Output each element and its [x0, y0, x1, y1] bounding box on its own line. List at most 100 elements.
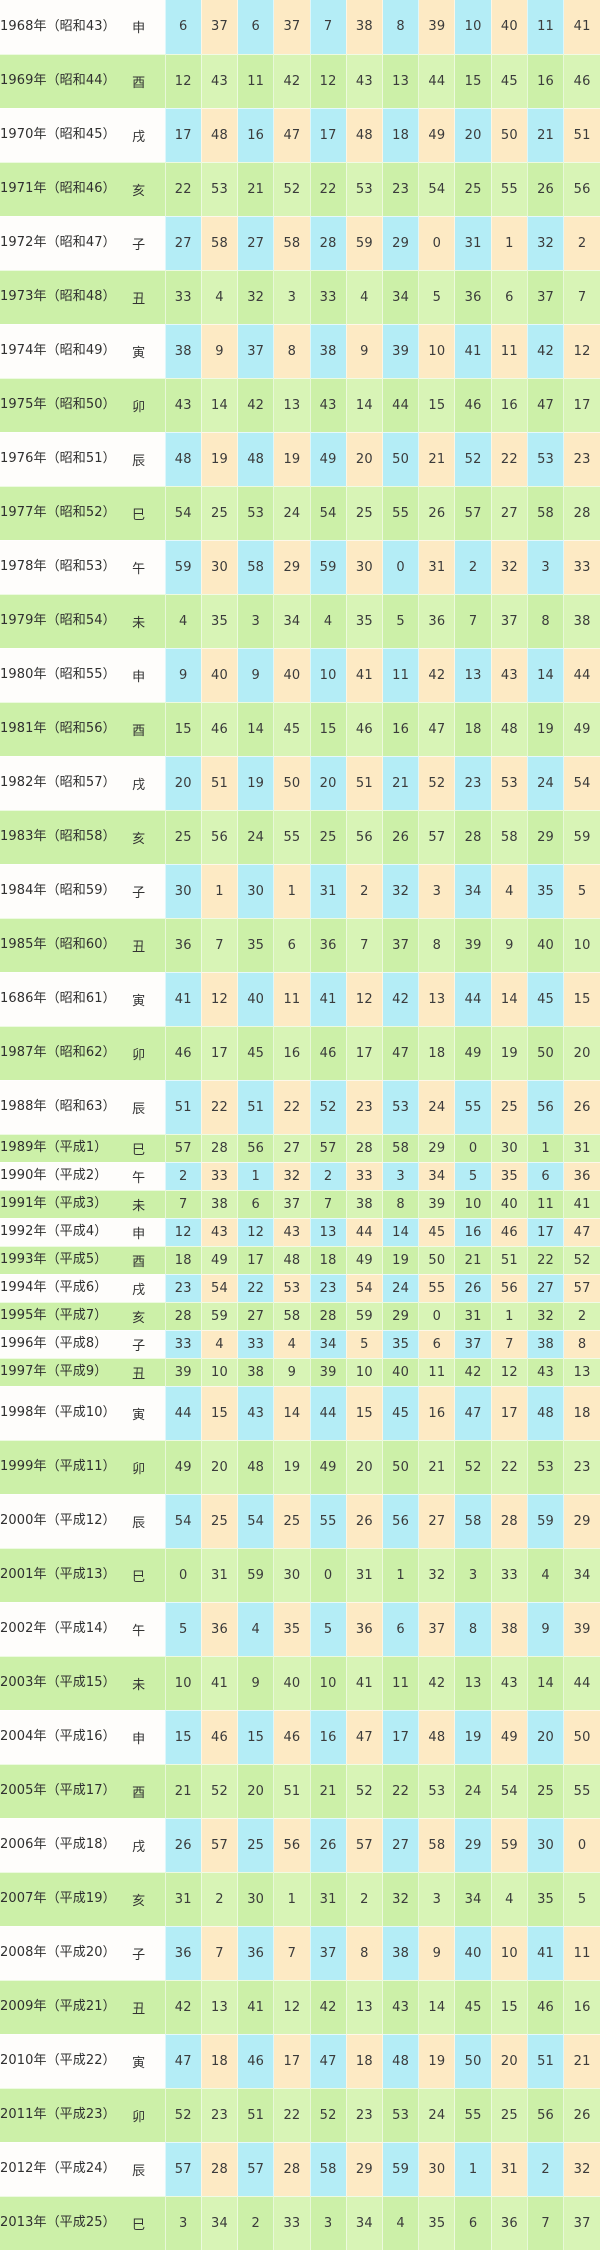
- value-cell: 49: [165, 1440, 202, 1494]
- value-cell: 48: [237, 1440, 275, 1494]
- value-cell: 57: [237, 2142, 275, 2196]
- value-cell: 17: [273, 2034, 311, 2088]
- value-cell: 0: [310, 1548, 347, 1602]
- value-cell: 12: [165, 54, 202, 108]
- value-cell: 15: [454, 54, 492, 108]
- value-cell: 41: [563, 0, 600, 54]
- value-cell: 6: [418, 1330, 456, 1358]
- value-cell: 38: [346, 0, 384, 54]
- value-cell: 30: [237, 864, 275, 918]
- value-cell: 38: [165, 324, 202, 378]
- table-row: 1976年（昭和51）辰 48 19 48 19 49 20 50 21 52 22 53 23: [0, 432, 600, 486]
- value-cell: 17: [165, 108, 202, 162]
- value-cell: 5: [346, 1330, 384, 1358]
- value-cell: 13: [454, 648, 492, 702]
- value-cell: 28: [165, 1302, 202, 1330]
- value-cell: 23: [310, 1274, 347, 1302]
- table-row: 2006年（平成18）戌 26 57 25 56 26 57 27 58 29 59 30 0: [0, 1818, 600, 1872]
- value-cell: 37: [454, 1330, 492, 1358]
- value-cell: 15: [310, 702, 347, 756]
- value-cell: 49: [418, 108, 456, 162]
- value-cell: 55: [454, 2088, 492, 2142]
- value-cell: 11: [273, 972, 311, 1026]
- value-cell: 5: [310, 1602, 347, 1656]
- value-cell: 18: [563, 1386, 600, 1440]
- table-row: 1968年（昭和43）申 6 37 6 37 7 38 8 39 10 40 11 41: [0, 0, 600, 54]
- value-cell: 26: [418, 486, 456, 540]
- value-cell: 10: [418, 324, 456, 378]
- value-cell: 58: [491, 810, 528, 864]
- table-row: 1981年（昭和56）酉 15 46 14 45 15 46 16 47 18 48 19 49: [0, 702, 600, 756]
- value-cell: 25: [346, 486, 384, 540]
- value-cell: 34: [273, 594, 311, 648]
- value-cell: 11: [382, 1656, 420, 1710]
- table-row: 1975年（昭和50）卯 43 14 42 13 43 14 44 15 46 16 47 17: [0, 378, 600, 432]
- value-cell: 15: [346, 1386, 384, 1440]
- value-cell: 42: [527, 324, 565, 378]
- zodiac-cell: 酉: [112, 1246, 166, 1274]
- value-cell: 22: [165, 162, 202, 216]
- year-label-cell: 1968年（昭和43）: [0, 0, 116, 54]
- value-cell: 43: [382, 1980, 420, 2034]
- value-cell: 1: [527, 1134, 565, 1162]
- zodiac-cell: 卯: [112, 2088, 166, 2142]
- table-row: 2004年（平成16）申 15 46 15 46 16 47 17 48 19 49 20 50: [0, 1710, 600, 1764]
- value-cell: 20: [310, 756, 347, 810]
- table-row: 2008年（平成20）子 36 7 36 7 37 8 38 9 40 10 41 11: [0, 1926, 600, 1980]
- value-cell: 33: [165, 1330, 202, 1358]
- value-cell: 52: [563, 1246, 600, 1274]
- value-cell: 7: [273, 1926, 311, 1980]
- value-cell: 15: [165, 1710, 202, 1764]
- value-cell: 59: [310, 540, 347, 594]
- value-cell: 53: [382, 2088, 420, 2142]
- table-row: 2009年（平成21）丑 42 13 41 12 42 13 43 14 45 15 46 16: [0, 1980, 600, 2034]
- value-cell: 4: [346, 270, 384, 324]
- value-cell: 59: [237, 1548, 275, 1602]
- zodiac-cell: 丑: [112, 1358, 166, 1386]
- value-cell: 14: [418, 1980, 456, 2034]
- value-cell: 19: [237, 756, 275, 810]
- value-cell: 30: [201, 540, 239, 594]
- value-cell: 49: [346, 1246, 384, 1274]
- value-cell: 27: [491, 486, 528, 540]
- value-cell: 50: [418, 1246, 456, 1274]
- value-cell: 3: [454, 1548, 492, 1602]
- zodiac-cell: 酉: [112, 54, 166, 108]
- value-cell: 55: [418, 1274, 456, 1302]
- value-cell: 30: [418, 2142, 456, 2196]
- value-cell: 39: [418, 0, 456, 54]
- value-cell: 4: [165, 594, 202, 648]
- value-cell: 38: [346, 1190, 384, 1218]
- value-cell: 25: [165, 810, 202, 864]
- value-cell: 30: [527, 1818, 565, 1872]
- value-cell: 39: [563, 1602, 600, 1656]
- value-cell: 33: [491, 1548, 528, 1602]
- zodiac-cell: 卯: [112, 378, 166, 432]
- year-label-cell: 1998年（平成10）: [0, 1386, 116, 1440]
- value-cell: 49: [563, 702, 600, 756]
- value-cell: 19: [418, 2034, 456, 2088]
- value-cell: 25: [273, 1494, 311, 1548]
- value-cell: 16: [454, 1218, 492, 1246]
- value-cell: 43: [491, 648, 528, 702]
- year-label-cell: 2002年（平成14）: [0, 1602, 116, 1656]
- zodiac-cell: 丑: [112, 270, 166, 324]
- value-cell: 24: [454, 1764, 492, 1818]
- value-cell: 45: [491, 54, 528, 108]
- value-cell: 4: [527, 1548, 565, 1602]
- value-cell: 22: [491, 432, 528, 486]
- value-cell: 48: [418, 1710, 456, 1764]
- value-cell: 17: [310, 108, 347, 162]
- value-cell: 3: [418, 1872, 456, 1926]
- value-cell: 42: [382, 972, 420, 1026]
- value-cell: 22: [237, 1274, 275, 1302]
- value-cell: 12: [563, 324, 600, 378]
- value-cell: 38: [237, 1358, 275, 1386]
- zodiac-cell: 卯: [112, 1440, 166, 1494]
- value-cell: 53: [273, 1274, 311, 1302]
- value-cell: 6: [165, 0, 202, 54]
- year-label-cell: 1980年（昭和55）: [0, 648, 116, 702]
- value-cell: 35: [346, 594, 384, 648]
- value-cell: 40: [527, 918, 565, 972]
- value-cell: 50: [382, 432, 420, 486]
